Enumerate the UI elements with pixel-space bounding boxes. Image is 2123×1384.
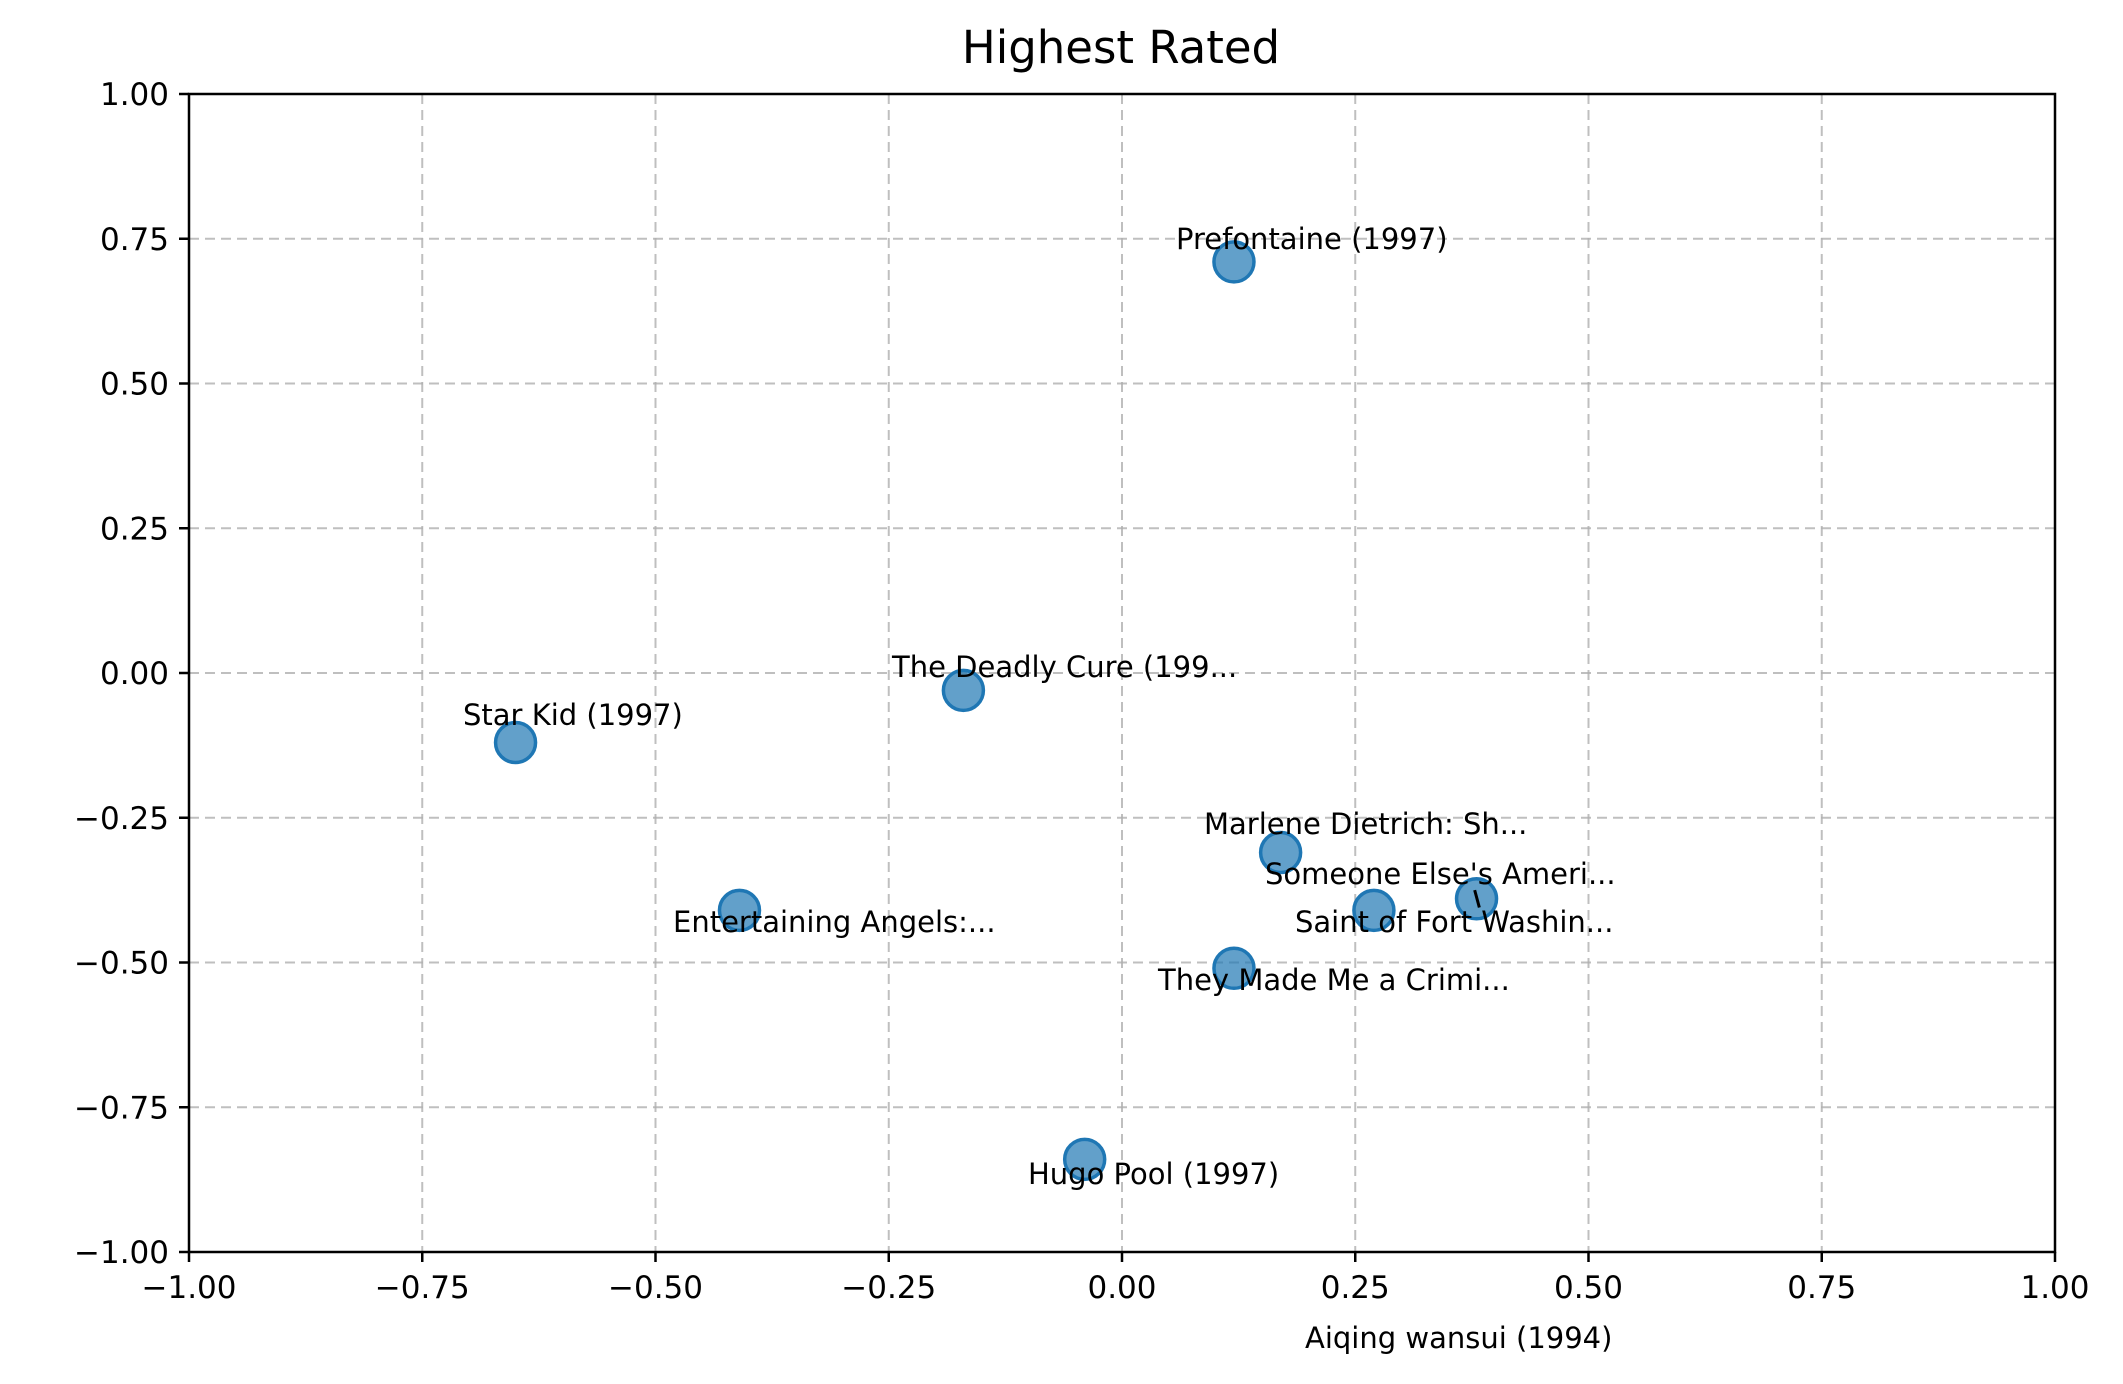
point-label: Aiqing wansui (1994) — [1305, 1321, 1612, 1355]
y-tick-label: −0.50 — [74, 946, 169, 982]
data-point — [1258, 830, 1303, 875]
data-point — [1352, 888, 1396, 933]
point-label: Star Kid (1997) — [463, 698, 683, 732]
point-labels: Prefontaine (1997) The Deadly Cure (199..… — [463, 222, 1616, 1355]
axes: −1.00 −0.75 −0.50 −0.25 0.00 0.25 0.50 0.75 1.00… — [74, 77, 2090, 1306]
x-tick-label: 1.00 — [2020, 1270, 2089, 1306]
y-tick-label: −1.00 — [74, 1235, 169, 1271]
point-label: Prefontaine (1997) — [1176, 222, 1448, 256]
point-label: Hugo Pool (1997) — [1028, 1157, 1279, 1191]
x-tick-label: −0.25 — [841, 1270, 936, 1306]
data-point — [717, 888, 762, 933]
data-points — [493, 240, 1499, 1182]
y-tick-label: −0.75 — [74, 1090, 169, 1126]
annotation-leader — [1473, 889, 1481, 908]
point-label: Someone Else's Ameri... — [1265, 857, 1616, 891]
y-tick-label: 0.50 — [100, 367, 169, 403]
data-point — [1212, 946, 1256, 991]
data-point — [1212, 240, 1256, 284]
data-point — [941, 668, 986, 713]
chart-title: Highest Rated — [962, 21, 1280, 74]
point-label: Saint of Fort Washin... — [1295, 905, 1613, 939]
x-tick-label: 0.50 — [1554, 1270, 1623, 1306]
x-tick-label: −0.50 — [608, 1270, 703, 1306]
x-tick-label: 0.75 — [1787, 1270, 1856, 1306]
point-label: The Deadly Cure (199... — [891, 650, 1237, 684]
point-label: Marlene Dietrich: Sh... — [1204, 807, 1527, 841]
y-tick-label: 0.00 — [100, 656, 169, 692]
y-tick-label: 1.00 — [100, 77, 169, 113]
y-tick-label: 0.25 — [100, 511, 169, 547]
x-tick-label: 0.00 — [1087, 1270, 1156, 1306]
x-tick-label: −0.75 — [375, 1270, 470, 1306]
y-tick-label: −0.25 — [74, 801, 169, 837]
x-tick-label: 0.25 — [1321, 1270, 1390, 1306]
data-point — [493, 720, 538, 765]
data-point — [1062, 1137, 1107, 1182]
point-label: They Made Me a Crimi... — [1157, 963, 1510, 997]
point-label: Entertaining Angels:... — [673, 905, 996, 939]
x-tick-label: −1.00 — [142, 1270, 237, 1306]
y-tick-label: 0.75 — [100, 222, 169, 258]
